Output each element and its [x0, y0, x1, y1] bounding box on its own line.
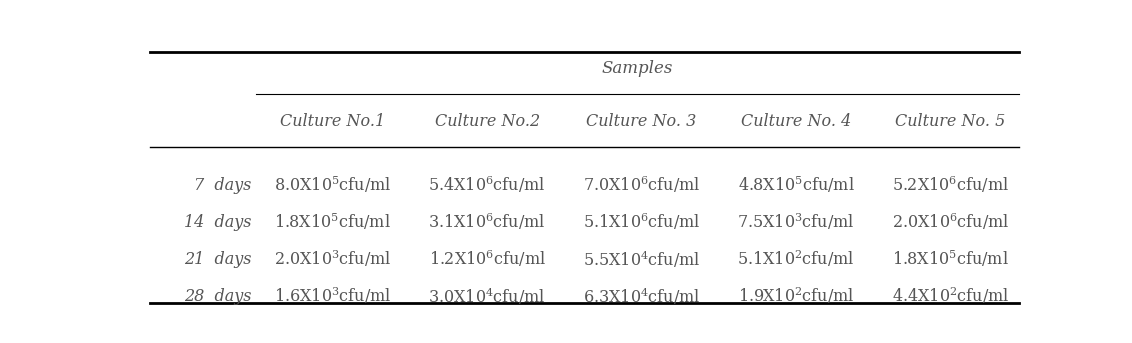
Text: $\mathregular{2.0X10}^{\mathregular{6}}\mathregular{cfu/ml}$: $\mathregular{2.0X10}^{\mathregular{6}}\…: [892, 212, 1009, 233]
Text: $\mathregular{3.0X10}^{\mathregular{4}}\mathregular{cfu/ml}$: $\mathregular{3.0X10}^{\mathregular{4}}\…: [428, 285, 546, 307]
Text: 28  days: 28 days: [183, 287, 251, 305]
Text: 14  days: 14 days: [183, 214, 251, 230]
Text: $\mathregular{5.5X10}^{\mathregular{4}}\mathregular{cfu/ml}$: $\mathregular{5.5X10}^{\mathregular{4}}\…: [583, 248, 701, 270]
Text: Culture No.1: Culture No.1: [281, 113, 385, 130]
Text: $\mathregular{8.0X10}^{\mathregular{5}}\mathregular{cfu/ml}$: $\mathregular{8.0X10}^{\mathregular{5}}\…: [274, 175, 392, 196]
Text: $\mathregular{7.5X10}^{\mathregular{3}}\mathregular{cfu/ml}$: $\mathregular{7.5X10}^{\mathregular{3}}\…: [737, 212, 855, 233]
Text: $\mathregular{1.9X10}^{\mathregular{2}}\mathregular{cfu/ml}$: $\mathregular{1.9X10}^{\mathregular{2}}\…: [738, 286, 855, 306]
Text: Culture No. 4: Culture No. 4: [740, 113, 851, 130]
Text: $\mathregular{5.1X10}^{\mathregular{2}}\mathregular{cfu/ml}$: $\mathregular{5.1X10}^{\mathregular{2}}\…: [737, 249, 855, 269]
Text: $\mathregular{1.8X10}^{\mathregular{5}}\mathregular{cfu/ml}$: $\mathregular{1.8X10}^{\mathregular{5}}\…: [274, 212, 392, 233]
Text: $\mathregular{5.4X10}^{\mathregular{6}}\mathregular{cfu/ml}$: $\mathregular{5.4X10}^{\mathregular{6}}\…: [428, 175, 546, 196]
Text: $\mathregular{2.0X10}^{\mathregular{3}}\mathregular{cfu/ml}$: $\mathregular{2.0X10}^{\mathregular{3}}\…: [274, 249, 392, 269]
Text: $\mathregular{6.3X10}^{\mathregular{4}}\mathregular{cfu/ml}$: $\mathregular{6.3X10}^{\mathregular{4}}\…: [583, 285, 701, 307]
Text: $\mathregular{4.4X10}^{\mathregular{2}}\mathregular{cfu/ml}$: $\mathregular{4.4X10}^{\mathregular{2}}\…: [892, 286, 1009, 306]
Text: 21  days: 21 days: [183, 250, 251, 268]
Text: $\mathregular{4.8X10}^{\mathregular{5}}\mathregular{cfu/ml}$: $\mathregular{4.8X10}^{\mathregular{5}}\…: [738, 175, 855, 196]
Text: $\mathregular{1.6X10}^{\mathregular{3}}\mathregular{cfu/ml}$: $\mathregular{1.6X10}^{\mathregular{3}}\…: [274, 286, 392, 306]
Text: $\mathregular{5.1X10}^{\mathregular{6}}\mathregular{cfu/ml}$: $\mathregular{5.1X10}^{\mathregular{6}}\…: [583, 212, 701, 233]
Text: $\mathregular{1.8X10}^{\mathregular{5}}\mathregular{cfu/ml}$: $\mathregular{1.8X10}^{\mathregular{5}}\…: [892, 249, 1009, 269]
Text: $\mathregular{7.0X10}^{\mathregular{6}}\mathregular{cfu/ml}$: $\mathregular{7.0X10}^{\mathregular{6}}\…: [583, 175, 701, 196]
Text: 7  days: 7 days: [194, 177, 251, 193]
Text: Culture No. 3: Culture No. 3: [586, 113, 696, 130]
Text: Samples: Samples: [601, 60, 672, 78]
Text: $\mathregular{5.2X10}^{\mathregular{6}}\mathregular{cfu/ml}$: $\mathregular{5.2X10}^{\mathregular{6}}\…: [892, 175, 1009, 196]
Text: Culture No.2: Culture No.2: [435, 113, 540, 130]
Text: $\mathregular{1.2X10}^{\mathregular{6}}\mathregular{cfu/ml}$: $\mathregular{1.2X10}^{\mathregular{6}}\…: [429, 249, 546, 269]
Text: $\mathregular{3.1X10}^{\mathregular{6}}\mathregular{cfu/ml}$: $\mathregular{3.1X10}^{\mathregular{6}}\…: [428, 212, 546, 233]
Text: Culture No. 5: Culture No. 5: [895, 113, 1005, 130]
